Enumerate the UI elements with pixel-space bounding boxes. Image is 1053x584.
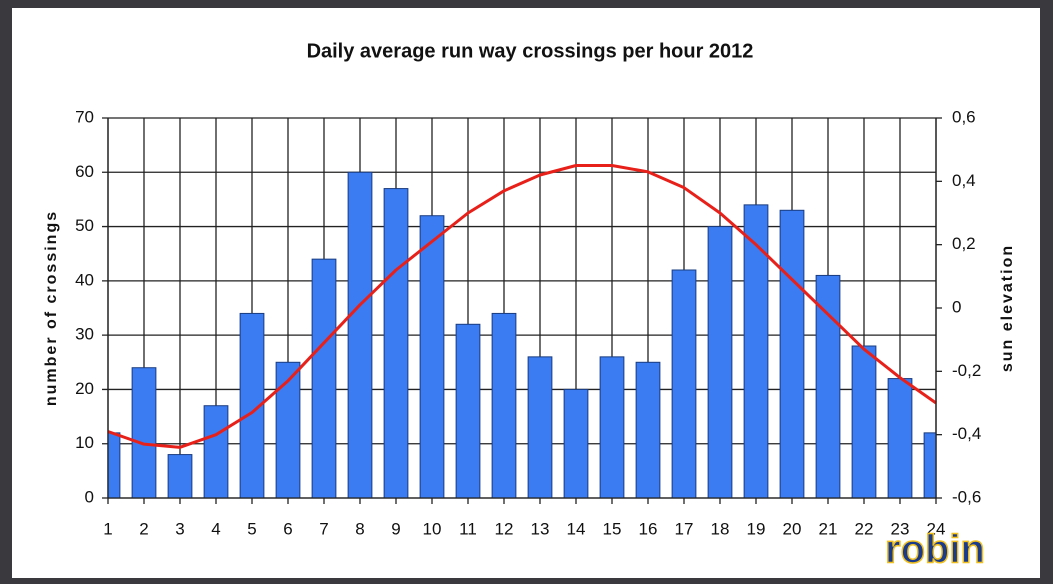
- y-tick-label: 50: [75, 216, 94, 235]
- y2-tick-label: 0: [952, 297, 961, 316]
- x-tick-label: 2: [139, 519, 148, 538]
- x-tick-label: 18: [711, 519, 730, 538]
- bar: [167, 454, 193, 499]
- y-tick-label: 60: [75, 162, 94, 181]
- y-tick-label: 40: [75, 270, 94, 289]
- y2-tick-label: 0,6: [952, 107, 976, 126]
- bar: [527, 356, 553, 499]
- x-tick-label: 8: [355, 519, 364, 538]
- bar: [743, 204, 769, 499]
- x-tick-label: 19: [747, 519, 766, 538]
- bar: [779, 209, 805, 499]
- bar: [635, 361, 661, 499]
- x-tick-label: 3: [175, 519, 184, 538]
- x-tick-label: 10: [423, 519, 442, 538]
- x-tick-label: 21: [819, 519, 838, 538]
- x-tick-label: 15: [603, 519, 622, 538]
- line: [107, 164, 937, 449]
- bar: [383, 188, 409, 499]
- bar: [131, 367, 157, 499]
- x-tick-label: 12: [495, 519, 514, 538]
- bar: [599, 356, 625, 499]
- bar: [815, 274, 841, 499]
- y2-tick-label: 0,4: [952, 171, 976, 190]
- y2-tick-label: 0,2: [952, 234, 976, 253]
- y2-tick-label: -0,6: [952, 487, 981, 506]
- bar: [347, 171, 373, 499]
- x-tick-label: 1: [103, 519, 112, 538]
- y2-tick-label: -0,2: [952, 361, 981, 380]
- watermark: robin: [885, 528, 985, 572]
- y-tick-label: 20: [75, 379, 94, 398]
- x-tick-label: 20: [783, 519, 802, 538]
- x-tick-label: 7: [319, 519, 328, 538]
- bar: [491, 312, 517, 499]
- y-tick-label: 70: [75, 107, 94, 126]
- x-tick-label: 16: [639, 519, 658, 538]
- bar: [203, 405, 229, 499]
- chart-panel: [12, 8, 1040, 578]
- y2-axis-label: sun elevation: [999, 244, 1016, 372]
- chart-title: Daily average run way crossings per hour…: [307, 40, 754, 62]
- x-tick-label: 11: [459, 519, 477, 538]
- y-axis-label: number of crossings: [43, 210, 60, 406]
- x-tick-label: 14: [567, 519, 586, 538]
- bar: [311, 258, 337, 499]
- bar: [419, 215, 445, 499]
- x-tick-label: 22: [855, 519, 874, 538]
- bar: [455, 323, 481, 499]
- x-tick-label: 9: [391, 519, 400, 538]
- x-tick-label: 24: [927, 519, 946, 538]
- y-tick-label: 0: [85, 487, 94, 506]
- x-tick-label: 23: [891, 519, 910, 538]
- x-tick-label: 6: [283, 519, 292, 538]
- bar: [887, 378, 913, 499]
- bar: [671, 269, 697, 499]
- x-tick-label: 5: [247, 519, 256, 538]
- bar: [563, 388, 589, 499]
- y-tick-label: 30: [75, 325, 94, 344]
- bar: [851, 345, 877, 499]
- x-tick-label: 4: [211, 519, 220, 538]
- bar: [707, 226, 733, 499]
- x-tick-label: 17: [675, 519, 694, 538]
- y2-tick-label: -0,4: [952, 424, 981, 443]
- y-tick-label: 10: [75, 433, 94, 452]
- x-tick-label: 13: [531, 519, 550, 538]
